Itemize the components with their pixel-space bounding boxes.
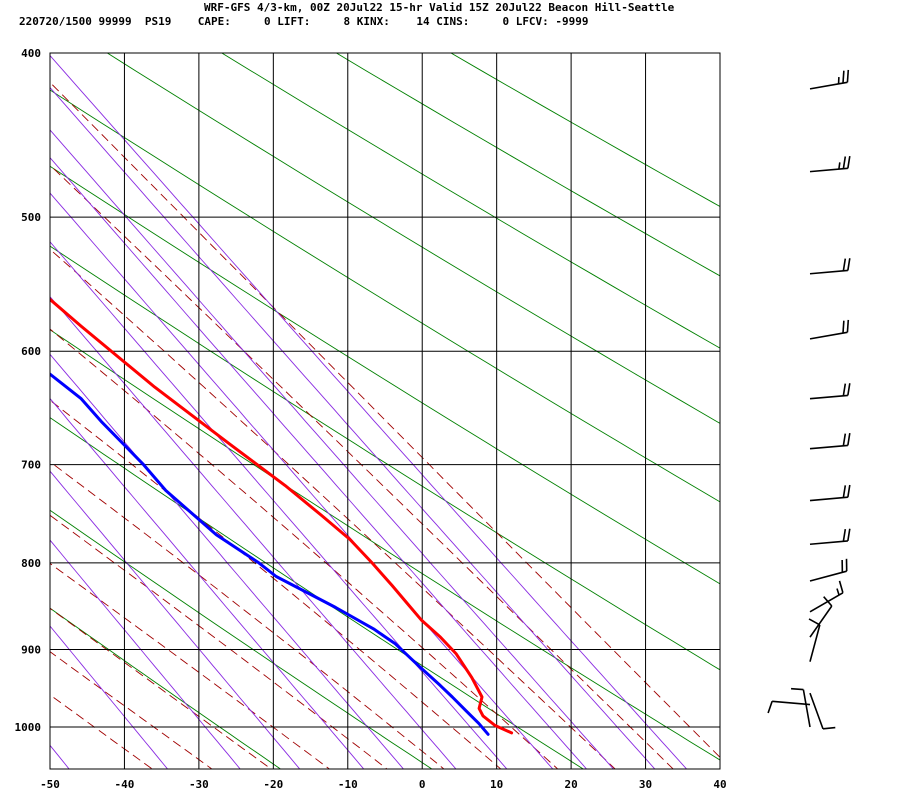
x-tick-label: -20 bbox=[263, 778, 283, 791]
y-tick-label: 600 bbox=[21, 345, 41, 358]
moist-adiabat-line bbox=[50, 694, 153, 769]
dewpoint-profile-line bbox=[50, 372, 490, 736]
background-lines bbox=[50, 53, 720, 769]
y-tick-label: 700 bbox=[21, 459, 41, 472]
wind-barb bbox=[809, 528, 851, 546]
wind-barb bbox=[809, 69, 850, 90]
profiles bbox=[50, 297, 514, 736]
moist-adiabat-line bbox=[50, 164, 674, 769]
moist-adiabat-line bbox=[50, 328, 559, 769]
moist-adiabat-line bbox=[50, 399, 502, 769]
dry-adiabat-line bbox=[106, 53, 720, 424]
tick-labels: 400 500 600 700 800 900 1000 -50 -40 -30 -20 -10 0 10… bbox=[15, 47, 727, 791]
y-tick-label: 500 bbox=[21, 211, 41, 224]
wind-barb bbox=[809, 383, 851, 400]
mixing-ratio-line bbox=[50, 241, 508, 769]
dry-adiabat-line bbox=[50, 607, 282, 769]
mixing-ratio-line bbox=[50, 86, 656, 769]
wind-barb bbox=[809, 319, 850, 340]
wind-barb bbox=[809, 580, 844, 613]
wind-barb bbox=[791, 687, 811, 728]
x-tick-label: -30 bbox=[189, 778, 209, 791]
wind-barb bbox=[809, 155, 851, 173]
mixing-ratio-line bbox=[50, 397, 365, 769]
x-tick-label: 0 bbox=[419, 778, 426, 791]
header: WRF-GFS 4/3-km, 00Z 20Jul22 15-hr Valid … bbox=[0, 0, 900, 32]
dry-adiabat-line bbox=[50, 165, 720, 585]
wind-barb bbox=[809, 484, 851, 502]
moist-adiabat-line bbox=[50, 651, 213, 769]
sounding-indices: 220720/1500 99999 PS19 CAPE: 0 LIFT: 8 K… bbox=[19, 15, 589, 28]
mixing-ratio-line bbox=[50, 539, 241, 769]
dry-adiabat-line bbox=[50, 509, 433, 769]
wind-barb bbox=[809, 692, 836, 730]
x-tick-label: 10 bbox=[490, 778, 503, 791]
x-tick-label: -50 bbox=[40, 778, 60, 791]
mixing-ratio-line bbox=[50, 129, 615, 769]
y-tick-label: 800 bbox=[21, 557, 41, 570]
x-tick-label: -10 bbox=[338, 778, 358, 791]
y-tick-label: 900 bbox=[21, 643, 41, 656]
dry-adiabat-line bbox=[50, 417, 585, 769]
moist-adiabat-line bbox=[50, 514, 388, 769]
x-tick-label: -40 bbox=[115, 778, 135, 791]
mixing-ratio-line bbox=[50, 295, 457, 769]
x-tick-label: 20 bbox=[564, 778, 577, 791]
plot-frame bbox=[49, 52, 721, 770]
wind-barb bbox=[809, 558, 848, 582]
dry-adiabat-line bbox=[50, 89, 720, 503]
dry-adiabat-line bbox=[220, 53, 720, 349]
dry-adiabat-line bbox=[335, 53, 720, 277]
mixing-ratio-line bbox=[50, 353, 405, 769]
moist-adiabat-line bbox=[50, 562, 331, 769]
wind-barb bbox=[809, 433, 851, 450]
mixing-ratio-line bbox=[50, 192, 554, 769]
mixing-ratio-line bbox=[50, 744, 70, 769]
moist-adiabat-line bbox=[50, 81, 720, 758]
y-tick-label: 1000 bbox=[15, 721, 42, 734]
wind-barbs bbox=[767, 69, 851, 730]
wind-barb bbox=[809, 258, 851, 275]
mixing-ratio-line bbox=[50, 157, 588, 769]
wind-barb bbox=[808, 618, 821, 662]
x-tick-label: 40 bbox=[713, 778, 726, 791]
dry-adiabat-line bbox=[50, 245, 720, 671]
moist-adiabat-line bbox=[50, 461, 445, 769]
mixing-ratio-line bbox=[50, 625, 169, 769]
wind-barb bbox=[767, 700, 811, 714]
chart-title: WRF-GFS 4/3-km, 00Z 20Jul22 15-hr Valid … bbox=[204, 1, 675, 14]
wind-barb bbox=[809, 596, 833, 638]
moist-adiabat-line bbox=[50, 248, 616, 769]
mixing-ratio-line bbox=[50, 470, 301, 769]
y-tick-label: 400 bbox=[21, 47, 41, 60]
moist-adiabat-line bbox=[50, 607, 272, 769]
temperature-profile-line bbox=[50, 297, 514, 735]
mixing-ratio-line bbox=[50, 54, 688, 769]
x-tick-label: 30 bbox=[639, 778, 652, 791]
